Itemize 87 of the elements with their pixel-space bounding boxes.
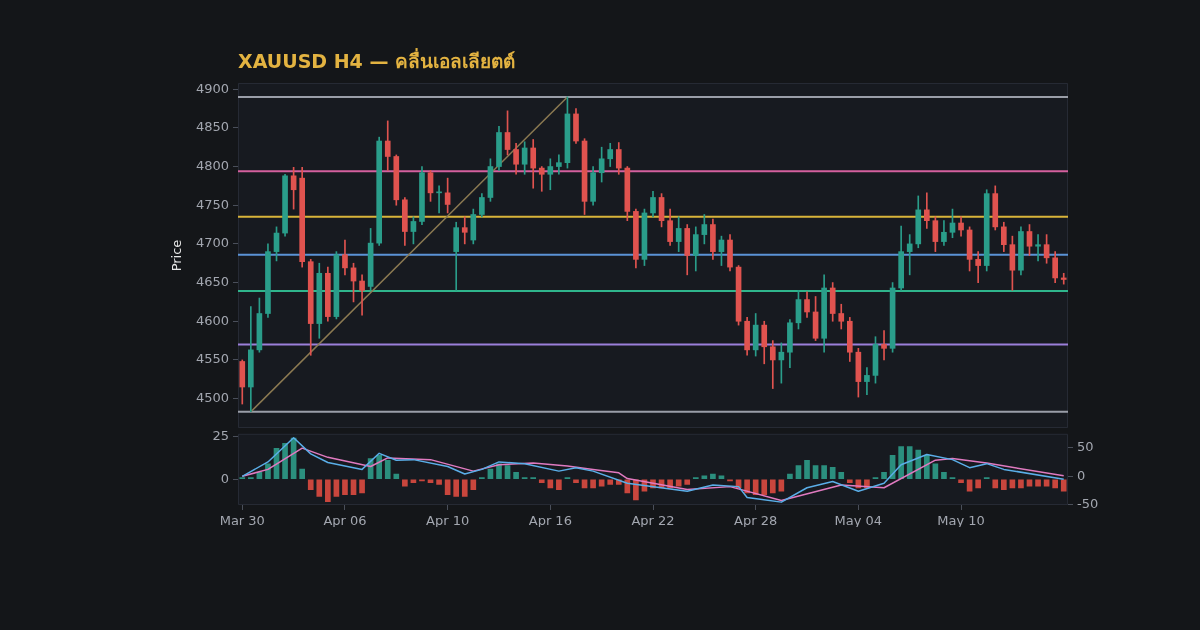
x-tick-label: Apr 06 — [323, 513, 367, 529]
bar — [453, 479, 460, 497]
bar — [838, 472, 845, 480]
bar — [906, 446, 913, 480]
bar — [299, 468, 306, 480]
y2-tick-label: -50 — [1077, 496, 1099, 512]
bar — [470, 479, 477, 490]
bar — [932, 463, 939, 480]
bar — [1009, 479, 1016, 489]
bar — [787, 473, 793, 480]
candlestick — [864, 367, 870, 396]
bar — [1052, 479, 1058, 489]
bar — [307, 479, 314, 490]
y-tick-label: 4800 — [195, 157, 229, 173]
bar — [376, 454, 383, 480]
bar — [573, 479, 579, 484]
x-tick-label: May 04 — [834, 513, 883, 529]
x-tick-label: Apr 28 — [734, 513, 778, 529]
bar — [804, 460, 810, 480]
y-axis-title: Price — [169, 239, 185, 272]
bar — [538, 479, 545, 484]
bar — [821, 465, 827, 480]
bar — [325, 479, 331, 502]
bar — [342, 479, 348, 496]
bar — [675, 479, 682, 487]
bar — [402, 479, 408, 487]
bar — [769, 479, 776, 494]
bar — [966, 479, 973, 492]
bar — [461, 479, 468, 497]
y-tick-label: 0 — [220, 470, 229, 486]
bar — [923, 454, 930, 480]
bar — [829, 466, 836, 480]
bar — [846, 479, 853, 484]
candlestick — [1060, 272, 1067, 285]
y2-tick-label: 0 — [1077, 467, 1086, 483]
bar — [350, 479, 357, 496]
x-tick-label: May 10 — [937, 513, 985, 529]
bar — [992, 479, 999, 489]
bar — [778, 479, 785, 492]
bar — [590, 479, 596, 489]
bar — [581, 479, 588, 489]
x-tick-label: Apr 16 — [528, 513, 572, 529]
bar — [333, 479, 340, 497]
bar — [684, 479, 691, 485]
bar — [384, 460, 391, 480]
bar — [1060, 479, 1067, 492]
y-tick-label: 4750 — [195, 196, 229, 212]
bar — [316, 479, 323, 497]
bar — [1018, 479, 1024, 489]
bar — [975, 479, 981, 489]
y-tick-label: 4600 — [195, 312, 229, 328]
y-tick-label: 4850 — [195, 119, 229, 135]
y-tick-label: 4700 — [195, 235, 229, 251]
bar — [436, 479, 442, 485]
bar — [710, 473, 716, 480]
bar — [359, 479, 365, 494]
candlestick — [906, 234, 913, 276]
bar — [607, 479, 614, 485]
y-tick-label: 4550 — [195, 351, 229, 367]
bar — [427, 479, 434, 484]
candlestick — [538, 166, 545, 192]
candlestick — [556, 154, 562, 175]
bar — [1035, 479, 1041, 487]
candlestick — [1035, 234, 1041, 262]
y-tick-label: 4650 — [195, 273, 229, 289]
candlestick — [975, 251, 981, 283]
y2-tick-label: 50 — [1077, 438, 1094, 454]
bar — [513, 472, 519, 480]
y-tick-label: 4500 — [195, 389, 229, 405]
x-tick-label: Apr 22 — [631, 513, 675, 529]
bar — [761, 479, 768, 496]
bar — [444, 479, 451, 496]
bar — [547, 479, 554, 489]
bar — [1001, 479, 1007, 490]
bar — [941, 472, 947, 480]
bar — [958, 479, 964, 484]
bar — [556, 479, 562, 490]
bar — [410, 479, 417, 484]
candlestick — [461, 216, 468, 245]
chart-title: XAUUSD H4 — คลื่นเอลเลียตต์ — [238, 47, 516, 74]
bar — [393, 473, 400, 480]
x-tick-label: Mar 30 — [219, 513, 265, 529]
y-tick-label: 25 — [212, 427, 229, 443]
x-tick-label: Apr 10 — [426, 513, 470, 529]
y-tick-label: 4900 — [195, 80, 229, 96]
bar — [881, 472, 887, 480]
candlestick — [881, 330, 887, 361]
